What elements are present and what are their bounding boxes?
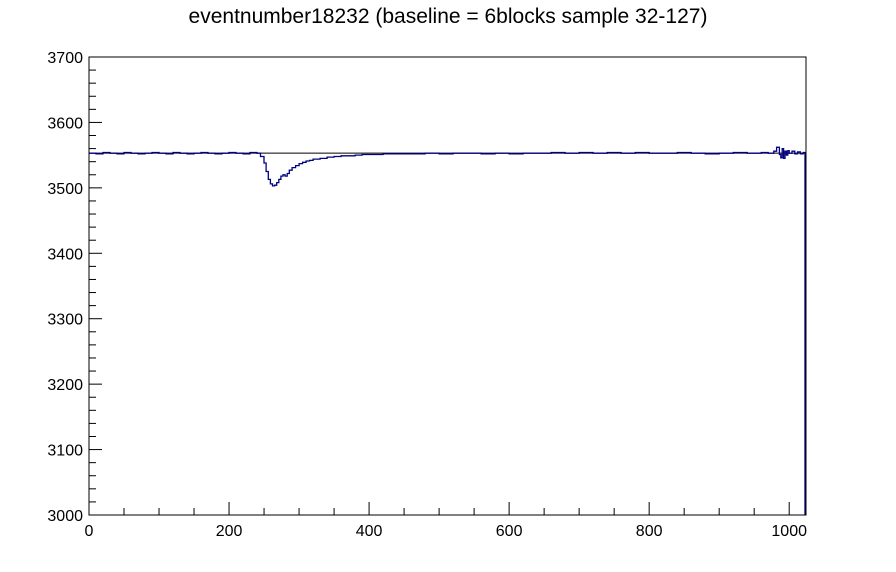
y-tick-label: 3200 (47, 377, 83, 394)
x-axis: 0 200 400 600 800 1000 (85, 502, 807, 540)
chart-title: eventnumber18232 (baseline = 6blocks sam… (188, 5, 708, 28)
waveform-line (89, 146, 806, 515)
y-tick-label: 3600 (47, 115, 83, 132)
x-tick-label: 200 (216, 523, 243, 540)
x-tick-label: 600 (496, 523, 523, 540)
y-axis: 3000 3100 3200 3300 3400 3500 3600 3700 (47, 50, 102, 525)
x-tick-label: 0 (85, 523, 94, 540)
x-tick-label: 400 (356, 523, 383, 540)
x-tick-label: 800 (636, 523, 663, 540)
y-tick-label: 3300 (47, 312, 83, 329)
y-tick-label: 3100 (47, 443, 83, 460)
y-tick-label: 3500 (47, 181, 83, 198)
y-tick-label: 3700 (47, 50, 83, 67)
series-layer (89, 146, 806, 515)
x-tick-label: 1000 (771, 523, 807, 540)
y-tick-label: 3000 (47, 508, 83, 525)
plot-frame (88, 56, 807, 516)
y-tick-label: 3400 (47, 246, 83, 263)
